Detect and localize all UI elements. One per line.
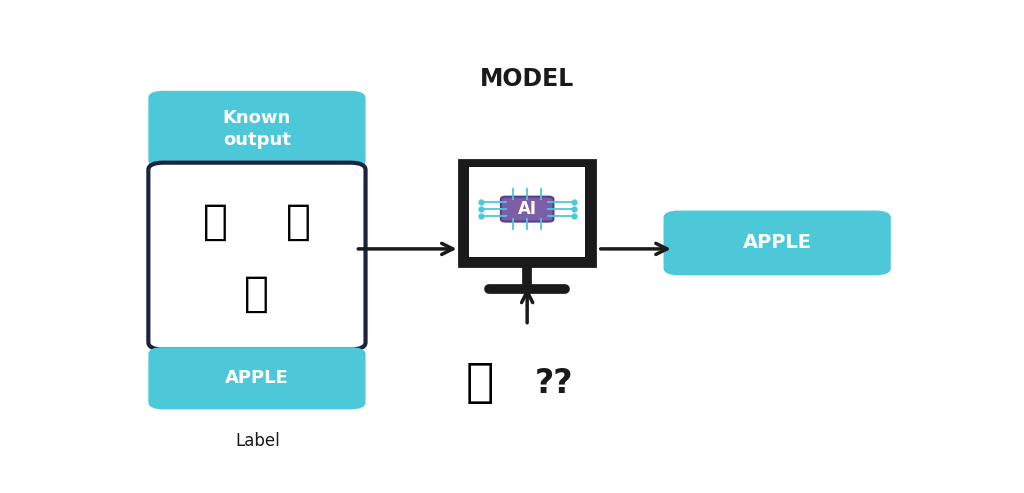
Text: Known
output: Known output <box>223 109 291 149</box>
Text: 🍎: 🍎 <box>466 360 494 406</box>
FancyBboxPatch shape <box>148 91 366 168</box>
FancyBboxPatch shape <box>148 163 366 350</box>
Text: 🍎: 🍎 <box>245 273 269 315</box>
Text: APPLE: APPLE <box>742 233 812 252</box>
Text: MODEL: MODEL <box>480 67 574 91</box>
FancyBboxPatch shape <box>148 347 366 409</box>
Text: ??: ?? <box>536 367 573 399</box>
Text: APPLE: APPLE <box>225 369 289 387</box>
Text: 🍎: 🍎 <box>286 201 310 243</box>
FancyBboxPatch shape <box>469 167 586 257</box>
FancyBboxPatch shape <box>459 160 595 266</box>
Text: 🍎: 🍎 <box>204 201 228 243</box>
Text: AI: AI <box>518 200 537 218</box>
FancyBboxPatch shape <box>664 211 891 275</box>
Text: Label: Label <box>236 431 280 450</box>
FancyBboxPatch shape <box>501 197 553 221</box>
